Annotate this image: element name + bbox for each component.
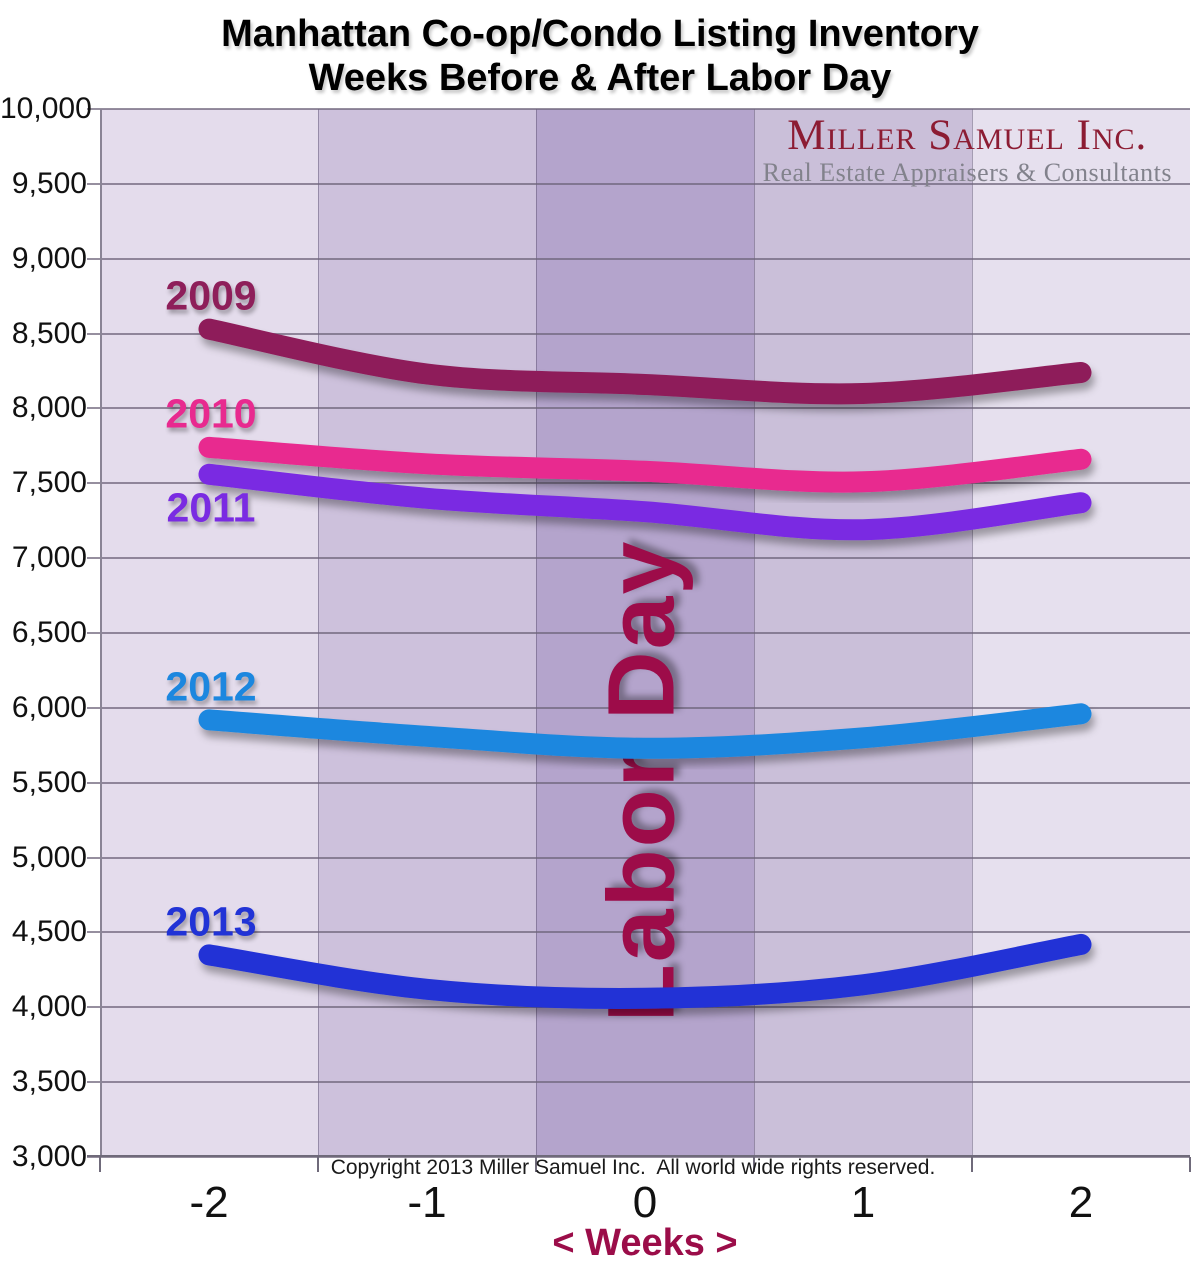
y-tick-label-6000: 6,000 bbox=[11, 690, 87, 724]
chart-title-line1: Manhattan Co-op/Condo Listing Inventory bbox=[221, 13, 979, 55]
x-axis-tick bbox=[317, 1157, 319, 1172]
gridline-y-5500 bbox=[87, 781, 1190, 784]
x-axis-tick bbox=[1189, 1157, 1191, 1172]
x-axis-tick bbox=[753, 1157, 755, 1172]
y-tick-label-6500: 6,500 bbox=[11, 616, 87, 649]
y-tick-label-9500: 9,500 bbox=[11, 166, 87, 200]
x-axis-tick bbox=[99, 1157, 101, 1172]
gridline-y-9000 bbox=[87, 257, 1190, 260]
y-tick-label-8500: 8,500 bbox=[11, 316, 87, 350]
y-tick-label-5000: 5,000 bbox=[11, 840, 87, 874]
x-tick-label-2: 2 bbox=[1068, 1178, 1094, 1227]
gridline-y-9500 bbox=[87, 182, 1190, 185]
series-label-2012: 2012 bbox=[165, 663, 257, 710]
x-tick-label-0: 0 bbox=[632, 1178, 658, 1227]
y-tick-label-3500: 3,500 bbox=[11, 1065, 87, 1099]
labor-day-watermark: Labor Day bbox=[588, 539, 695, 1023]
x-axis-line bbox=[87, 1155, 1190, 1157]
logo-company: Miller Samuel Inc. bbox=[787, 112, 1148, 159]
chart-title: Manhattan Co-op/Condo Listing Inventory … bbox=[0, 12, 1200, 100]
gridline-y-3000 bbox=[87, 1156, 1190, 1158]
y-tick-label-3000: 3,000 bbox=[11, 1140, 87, 1173]
gridline-y-8000 bbox=[87, 407, 1190, 410]
plot-area: Labor Day bbox=[87, 108, 1191, 1172]
y-tick-label-8000: 8,000 bbox=[11, 391, 87, 425]
chart-title-line2: Weeks Before & After Labor Day bbox=[308, 57, 892, 99]
x-axis-caption: < Weeks > bbox=[552, 1222, 738, 1264]
gridline-y-4500 bbox=[87, 931, 1190, 934]
x-axis-tick bbox=[971, 1157, 973, 1172]
x-tick-label--1: -1 bbox=[407, 1178, 447, 1227]
logo: Miller Samuel Inc. Real Estate Appraiser… bbox=[763, 114, 1172, 188]
copyright-note: Copyright 2013 Miller Samuel Inc. All wo… bbox=[330, 1156, 936, 1179]
gridline-y-6500 bbox=[87, 632, 1190, 634]
gridline-y-8500 bbox=[87, 332, 1190, 335]
y-tick-label-10000: 10,000 bbox=[0, 92, 92, 125]
y-tick-label-4000: 4,000 bbox=[11, 990, 87, 1024]
series-label-2009: 2009 bbox=[165, 272, 257, 319]
gridline-y-3500 bbox=[87, 1081, 1190, 1084]
y-tick-label-7000: 7,000 bbox=[11, 541, 87, 575]
y-tick-label-4500: 4,500 bbox=[11, 915, 87, 949]
x-tick-label--2: -2 bbox=[189, 1178, 229, 1227]
logo-tagline: Real Estate Appraisers & Consultants bbox=[762, 158, 1172, 187]
gridline-y-5000 bbox=[87, 856, 1190, 859]
series-label-2010: 2010 bbox=[165, 390, 257, 437]
x-tick-label-1: 1 bbox=[850, 1178, 876, 1227]
y-tick-label-7500: 7,500 bbox=[11, 466, 87, 500]
x-axis-tick bbox=[535, 1157, 537, 1172]
series-label-2013: 2013 bbox=[165, 898, 257, 945]
y-tick-label-9000: 9,000 bbox=[11, 241, 87, 275]
gridline-y-7000 bbox=[87, 557, 1190, 560]
gridline-y-10000 bbox=[87, 108, 1190, 110]
y-axis-line bbox=[100, 109, 102, 1157]
series-label-2011: 2011 bbox=[166, 484, 256, 531]
y-tick-label-5500: 5,500 bbox=[11, 765, 87, 799]
